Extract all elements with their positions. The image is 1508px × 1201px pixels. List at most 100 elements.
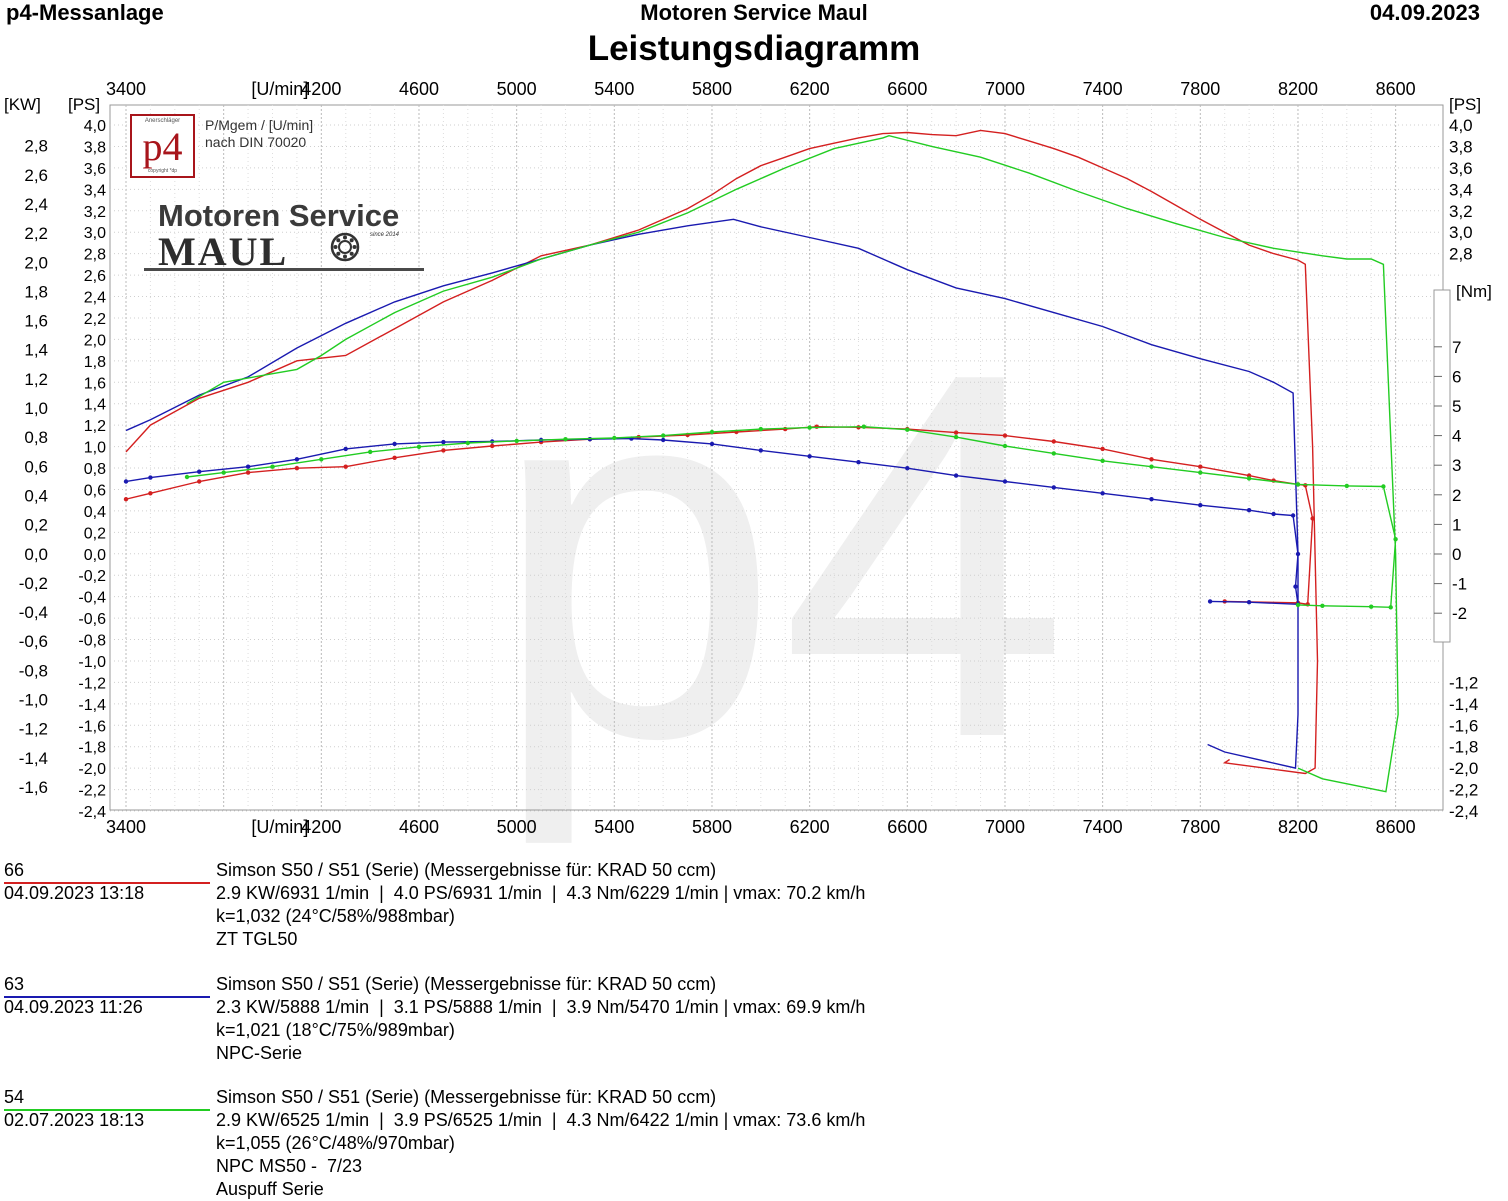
nm-axis-label: [Nm] [1456, 282, 1492, 301]
x-tick-label-top: 5800 [692, 79, 732, 99]
ps-tick-label: 0,6 [84, 482, 106, 499]
ps-tick-label: -2,2 [78, 783, 106, 800]
torque-point-run-66 [441, 448, 446, 453]
nm-tick-label: -2 [1452, 604, 1467, 623]
torque-point-run-54 [1295, 482, 1301, 487]
kw-tick-label: -0,2 [19, 574, 48, 593]
run-line-note: NPC MS50 - 7/23 [216, 1156, 363, 1176]
torque-point-run-63 [441, 439, 446, 445]
right-ps-tick-label: 3,8 [1449, 137, 1473, 156]
ps-tick-label: -0,2 [78, 568, 106, 585]
header-left: p4-Messanlage [6, 0, 164, 25]
ps-tick-label: 2,2 [84, 311, 106, 328]
torque-point-run-54 [465, 440, 470, 446]
torque-point-run-54 [416, 444, 422, 449]
x-tick-label-top: 3400 [106, 79, 146, 99]
torque-point-run-66 [245, 470, 251, 475]
ps-tick-label: 2,4 [84, 290, 106, 307]
kw-tick-label: -1,4 [19, 749, 48, 768]
torque-point-run-63 [1295, 551, 1301, 557]
torque-point-run-63 [709, 441, 715, 447]
torque-point-run-54 [1051, 451, 1057, 456]
torque-point-run-54 [661, 433, 666, 438]
x-tick-label-top: 7000 [985, 79, 1025, 99]
ps-tick-label: 3,2 [84, 204, 106, 221]
torque-point-run-63 [856, 460, 861, 465]
torque-point-run-63 [148, 475, 153, 480]
torque-point-run-66 [148, 491, 153, 496]
x-tick-label-top: 4600 [399, 79, 439, 99]
torque-point-run-63 [1246, 600, 1252, 605]
x-tick-label-bottom: 4200 [301, 817, 341, 837]
ps-tick-label: 0,0 [84, 547, 106, 564]
ps-tick-label: 2,6 [84, 268, 106, 285]
x-tick-label-top: 7400 [1083, 79, 1123, 99]
run-number: 63 [4, 973, 210, 998]
kw-tick-label: 0,8 [24, 428, 48, 447]
torque-point-run-66 [392, 455, 397, 460]
run-line-results: 2.9 KW/6931 1/min | 4.0 PS/6931 1/min | … [216, 883, 866, 903]
kw-tick-label: 2,2 [24, 224, 48, 243]
x-tick-label-bottom: 7000 [985, 817, 1025, 837]
torque-point-run-66 [1002, 433, 1008, 438]
ps-tick-label: 2,0 [84, 332, 106, 349]
brand-logo-line2: MAUL [158, 229, 289, 274]
ps-tick-label: 3,6 [84, 161, 106, 178]
nm-tick-label: 3 [1452, 456, 1461, 475]
right-ps-tick-label: -1,2 [1449, 673, 1478, 692]
kw-tick-label: 2,0 [24, 253, 48, 272]
ps-tick-label: -0,8 [78, 633, 106, 650]
torque-point-run-54 [1295, 602, 1301, 608]
torque-curve-run-63 [125, 437, 1299, 606]
kw-tick-label: 1,8 [24, 282, 48, 301]
p4-logo-bottom-text: copyright *dp [147, 168, 178, 174]
kw-tick-label: 0,0 [24, 545, 48, 564]
kw-tick-label: 2,8 [24, 137, 48, 156]
torque-point-run-66 [1051, 439, 1057, 444]
x-tick-label-top: 6200 [790, 79, 830, 99]
x-tick-label-top: 4200 [301, 79, 341, 99]
header-center: Motoren Service Maul [640, 0, 868, 25]
kw-tick-label: 1,0 [24, 399, 48, 418]
kw-tick-label: -1,6 [19, 778, 48, 797]
run-line-note: NPC-Serie [216, 1043, 303, 1063]
torque-point-run-54 [1320, 603, 1325, 608]
bearing-icon [330, 232, 360, 262]
right-ps-tick-label: 3,2 [1449, 202, 1473, 221]
x-tick-label-top: 6600 [887, 79, 927, 99]
torque-point-run-63 [1271, 511, 1276, 517]
torque-point-run-54 [1344, 483, 1350, 489]
ps-tick-label: 1,4 [84, 397, 106, 414]
torque-point-run-54 [807, 425, 812, 430]
run-line-results: 2.9 KW/6525 1/min | 3.9 PS/6525 1/min | … [216, 1110, 866, 1130]
ps-axis-label-right: [PS] [1449, 95, 1481, 114]
ps-tick-label: -1,0 [78, 654, 106, 671]
torque-point-run-54 [709, 429, 715, 435]
torque-point-run-54 [1198, 470, 1203, 475]
dyno-chart: p4 3400 3400 4200 4200 4600 4600 5000 5000 5400 5… [4, 79, 1492, 849]
ps-tick-label: 2,8 [84, 247, 106, 264]
kw-tick-label: 0,4 [24, 486, 48, 505]
torque-point-run-66 [1310, 516, 1315, 521]
right-ps-tick-label: -1,6 [1449, 716, 1478, 735]
p4-logo-top-text: Anerschläger [144, 118, 181, 124]
torque-point-run-63 [953, 473, 959, 478]
kw-tick-label: 2,4 [24, 195, 48, 214]
right-ps-tick-label: -2,2 [1449, 781, 1478, 800]
torque-point-run-66 [123, 497, 129, 502]
ps-tick-label: 1,6 [84, 375, 106, 392]
torque-point-run-54 [1388, 605, 1393, 610]
kw-tick-label: 2,6 [24, 166, 48, 185]
nm-tick-label: 1 [1452, 515, 1461, 534]
right-ps-tick-label: -2,0 [1449, 759, 1478, 778]
torque-point-run-66 [1100, 446, 1105, 452]
kw-tick-label: 0,2 [24, 516, 48, 535]
torque-point-run-54 [1393, 537, 1398, 542]
torque-point-run-63 [807, 454, 812, 459]
ps-tick-label: -0,4 [78, 590, 106, 607]
right-ps-tick-label: 3,0 [1449, 223, 1473, 242]
torque-point-run-54 [319, 457, 324, 462]
p4-logo: Anerschläger p4 copyright *dp [130, 114, 195, 178]
torque-point-run-54 [861, 424, 867, 429]
x-tick-label-bottom: 5000 [497, 817, 537, 837]
